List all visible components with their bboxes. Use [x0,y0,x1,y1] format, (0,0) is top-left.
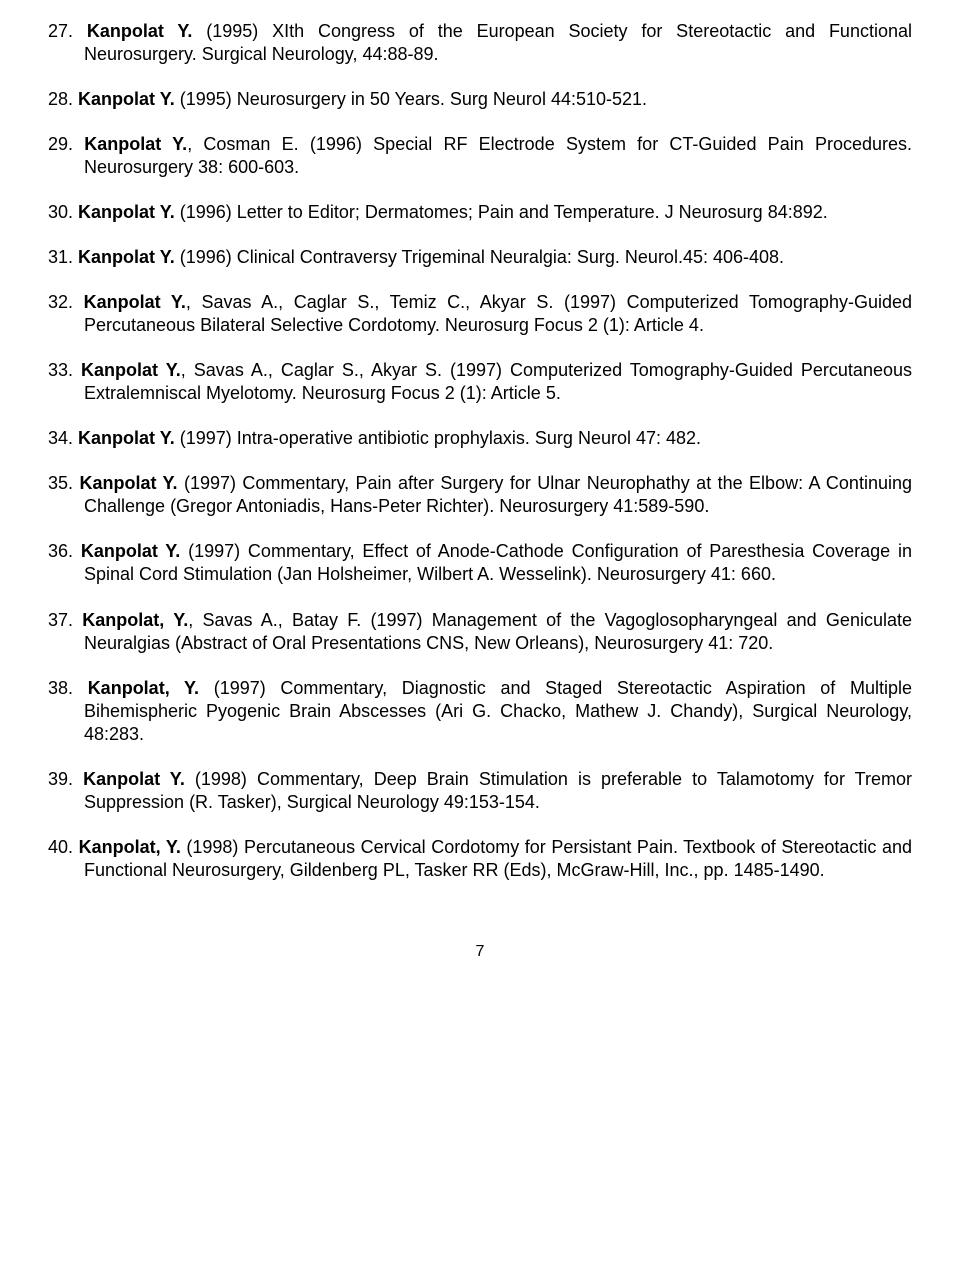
reference-author: Kanpolat Y. [81,360,181,380]
reference-number: 36. [48,541,81,561]
reference-text: (1996) Letter to Editor; Dermatomes; Pai… [175,202,828,222]
reference-entry: 30. Kanpolat Y. (1996) Letter to Editor;… [48,201,912,224]
reference-author: Kanpolat Y. [79,473,177,493]
reference-entry: 32. Kanpolat Y., Savas A., Caglar S., Te… [48,291,912,337]
reference-number: 30. [48,202,78,222]
page-number: 7 [48,942,912,962]
reference-entry: 31. Kanpolat Y. (1996) Clinical Contrave… [48,246,912,269]
reference-text: , Savas A., Caglar S., Akyar S. (1997) C… [84,360,912,403]
reference-text: (1995) Neurosurgery in 50 Years. Surg Ne… [175,89,647,109]
reference-text: , Cosman E. (1996) Special RF Electrode … [84,134,912,177]
reference-entry: 33. Kanpolat Y., Savas A., Caglar S., Ak… [48,359,912,405]
reference-number: 31. [48,247,78,267]
reference-text: (1998) Commentary, Deep Brain Stimulatio… [84,769,912,812]
reference-entry: 28. Kanpolat Y. (1995) Neurosurgery in 5… [48,88,912,111]
reference-author: Kanpolat, Y. [82,610,188,630]
reference-text: (1997) Commentary, Diagnostic and Staged… [84,678,912,744]
reference-author: Kanpolat Y. [83,769,185,789]
reference-number: 39. [48,769,83,789]
reference-text: (1995) XIth Congress of the European Soc… [84,21,912,64]
reference-author: Kanpolat Y. [84,292,186,312]
reference-number: 37. [48,610,82,630]
reference-text: , Savas A., Batay F. (1997) Management o… [84,610,912,653]
reference-text: (1998) Percutaneous Cervical Cordotomy f… [84,837,912,880]
reference-author: Kanpolat Y. [81,541,180,561]
reference-author: Kanpolat Y. [78,428,175,448]
reference-number: 35. [48,473,79,493]
reference-number: 34. [48,428,78,448]
references-list: 27. Kanpolat Y. (1995) XIth Congress of … [48,20,912,882]
reference-author: Kanpolat, Y. [79,837,181,857]
reference-entry: 38. Kanpolat, Y. (1997) Commentary, Diag… [48,677,912,746]
reference-author: Kanpolat Y. [87,21,193,41]
reference-entry: 34. Kanpolat Y. (1997) Intra-operative a… [48,427,912,450]
reference-text: (1997) Commentary, Pain after Surgery fo… [84,473,912,516]
reference-number: 27. [48,21,87,41]
reference-entry: 36. Kanpolat Y. (1997) Commentary, Effec… [48,540,912,586]
reference-entry: 35. Kanpolat Y. (1997) Commentary, Pain … [48,472,912,518]
reference-number: 28. [48,89,78,109]
reference-author: Kanpolat Y. [84,134,187,154]
reference-number: 40. [48,837,79,857]
reference-text: (1997) Commentary, Effect of Anode-Catho… [84,541,912,584]
reference-entry: 27. Kanpolat Y. (1995) XIth Congress of … [48,20,912,66]
reference-text: (1997) Intra-operative antibiotic prophy… [175,428,701,448]
reference-number: 29. [48,134,84,154]
reference-entry: 40. Kanpolat, Y. (1998) Percutaneous Cer… [48,836,912,882]
reference-number: 38. [48,678,88,698]
reference-text: (1996) Clinical Contraversy Trigeminal N… [175,247,784,267]
reference-number: 33. [48,360,81,380]
reference-author: Kanpolat, Y. [88,678,199,698]
reference-author: Kanpolat Y. [78,247,175,267]
reference-author: Kanpolat Y. [78,89,175,109]
reference-entry: 37. Kanpolat, Y., Savas A., Batay F. (19… [48,609,912,655]
reference-entry: 29. Kanpolat Y., Cosman E. (1996) Specia… [48,133,912,179]
reference-author: Kanpolat Y. [78,202,175,222]
reference-text: , Savas A., Caglar S., Temiz C., Akyar S… [84,292,912,335]
reference-number: 32. [48,292,84,312]
reference-entry: 39. Kanpolat Y. (1998) Commentary, Deep … [48,768,912,814]
